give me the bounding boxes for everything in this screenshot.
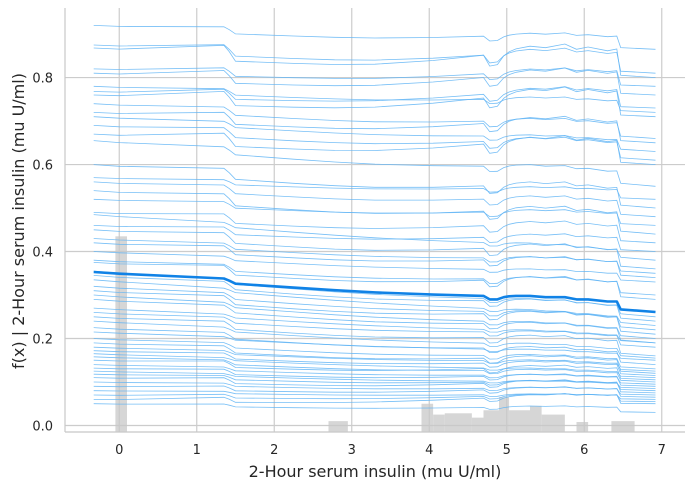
ice-line	[93, 44, 656, 74]
ice-line	[93, 181, 656, 218]
histogram-bar	[433, 414, 445, 432]
ice-line	[93, 364, 656, 385]
ice-line	[93, 212, 656, 244]
ice-line	[93, 238, 656, 274]
histogram-bar	[576, 421, 589, 432]
ice-line	[93, 359, 656, 381]
ice-line	[93, 164, 656, 209]
mean-curve	[93, 270, 656, 314]
ice-line	[93, 116, 656, 152]
ice-line	[93, 342, 656, 374]
ice-line	[93, 132, 656, 165]
x-tick-label: 5	[503, 443, 511, 458]
ice-line	[93, 353, 656, 378]
grid-lines	[65, 8, 685, 432]
ice-line	[93, 103, 656, 139]
histogram-bar	[444, 413, 472, 432]
ice-line	[93, 229, 656, 270]
ice-line	[93, 242, 656, 278]
ice-line	[93, 294, 656, 339]
histogram-bar	[115, 236, 127, 432]
histogram-bar	[509, 410, 530, 432]
y-tick-label: 0.4	[32, 246, 53, 261]
histogram-bar	[328, 421, 348, 432]
ice-line	[93, 67, 656, 87]
ice-line	[93, 190, 656, 235]
ice-line	[93, 86, 656, 118]
histogram-bar	[483, 410, 499, 432]
ice-line	[93, 370, 656, 389]
ice-line	[93, 262, 656, 300]
ice-line	[93, 316, 656, 357]
x-tick-label: 0	[115, 443, 123, 458]
x-tick-label: 1	[193, 443, 201, 458]
histogram-bar	[499, 397, 510, 432]
histogram-bar	[421, 403, 434, 432]
ice-line	[93, 385, 656, 398]
ice-line	[93, 393, 656, 405]
ice-line	[93, 25, 656, 50]
ice-line	[93, 299, 656, 344]
x-tick-label: 4	[425, 443, 433, 458]
ice-line	[93, 377, 656, 394]
ice-line	[93, 177, 656, 200]
ice-line	[93, 331, 656, 361]
histogram-bar	[530, 405, 542, 432]
x-axis-title: 2-Hour serum insulin (mu U/ml)	[249, 462, 502, 481]
x-tick-label: 6	[580, 443, 588, 458]
y-tick-label: 0.8	[32, 72, 53, 87]
ice-line	[93, 346, 656, 372]
ice-line	[93, 125, 656, 161]
ice-line	[93, 198, 656, 226]
x-tick-label: 3	[348, 443, 356, 458]
ice-line	[93, 338, 656, 370]
ice-line	[93, 367, 656, 387]
histogram-bar	[471, 417, 484, 432]
y-tick-label: 0.0	[32, 419, 53, 434]
histogram	[115, 236, 635, 432]
ice-line	[93, 279, 656, 326]
x-tick-labels: 0 1 2 3 4 5 6 7	[115, 443, 666, 458]
ice-line	[93, 214, 656, 261]
ice-line	[93, 251, 656, 283]
ice-line	[93, 381, 656, 396]
ice-curves	[93, 25, 656, 413]
ice-line	[93, 43, 656, 78]
histogram-bar	[541, 414, 565, 432]
y-tick-label: 0.2	[32, 333, 53, 348]
ice-line	[93, 290, 656, 335]
ice-line	[93, 85, 656, 113]
ice-line	[93, 86, 656, 109]
ice-line	[93, 307, 656, 344]
y-tick-labels: 0.0 0.2 0.4 0.6 0.8	[32, 72, 53, 435]
x-tick-label: 7	[658, 443, 666, 458]
ice-line	[93, 111, 656, 144]
y-axis-title: f(x) | 2-Hour serum insulin (mu U/ml)	[9, 73, 28, 369]
mean-line	[93, 270, 656, 314]
ice-line	[93, 67, 656, 96]
histogram-bar	[611, 421, 635, 432]
ice-line	[93, 225, 656, 252]
ice-line	[93, 320, 656, 359]
ice-line	[93, 275, 656, 322]
ice-line	[93, 312, 656, 348]
ice-line	[93, 350, 656, 376]
ice-line	[93, 356, 656, 383]
ice-line	[93, 140, 656, 187]
ice-line	[93, 403, 656, 413]
x-tick-label: 2	[270, 443, 278, 458]
axes	[64, 8, 685, 433]
y-tick-label: 0.6	[32, 159, 53, 174]
